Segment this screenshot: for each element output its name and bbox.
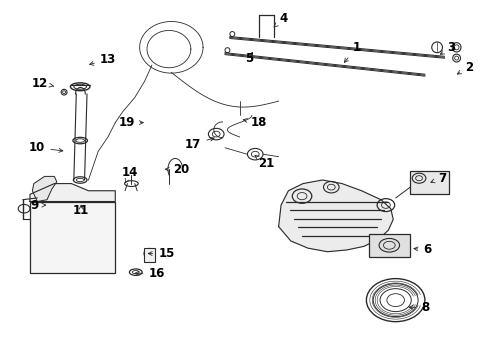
Text: 12: 12 (32, 77, 53, 90)
Text: 7: 7 (430, 172, 445, 185)
Text: 4: 4 (273, 12, 287, 27)
Text: 6: 6 (413, 243, 430, 256)
Text: 11: 11 (73, 204, 89, 217)
Polygon shape (32, 176, 57, 202)
Text: 20: 20 (165, 163, 189, 176)
Text: 10: 10 (29, 141, 62, 154)
Bar (409, 171, 448, 194)
Text: 8: 8 (408, 301, 428, 314)
Bar (144, 248, 155, 262)
Text: 18: 18 (243, 116, 267, 129)
Bar (368, 234, 409, 257)
Text: 17: 17 (185, 137, 214, 150)
Text: 5: 5 (245, 51, 253, 64)
Text: 13: 13 (89, 53, 116, 66)
Polygon shape (30, 184, 115, 202)
Polygon shape (278, 180, 392, 252)
Text: 2: 2 (456, 60, 472, 74)
Text: 1: 1 (344, 41, 360, 62)
Text: 3: 3 (439, 41, 455, 54)
Text: 9: 9 (31, 199, 46, 212)
Text: 21: 21 (254, 156, 274, 170)
Text: 15: 15 (148, 247, 174, 260)
Text: 19: 19 (118, 116, 143, 129)
Text: 16: 16 (135, 267, 164, 280)
Bar (30, 202, 115, 273)
Text: 14: 14 (122, 166, 138, 183)
